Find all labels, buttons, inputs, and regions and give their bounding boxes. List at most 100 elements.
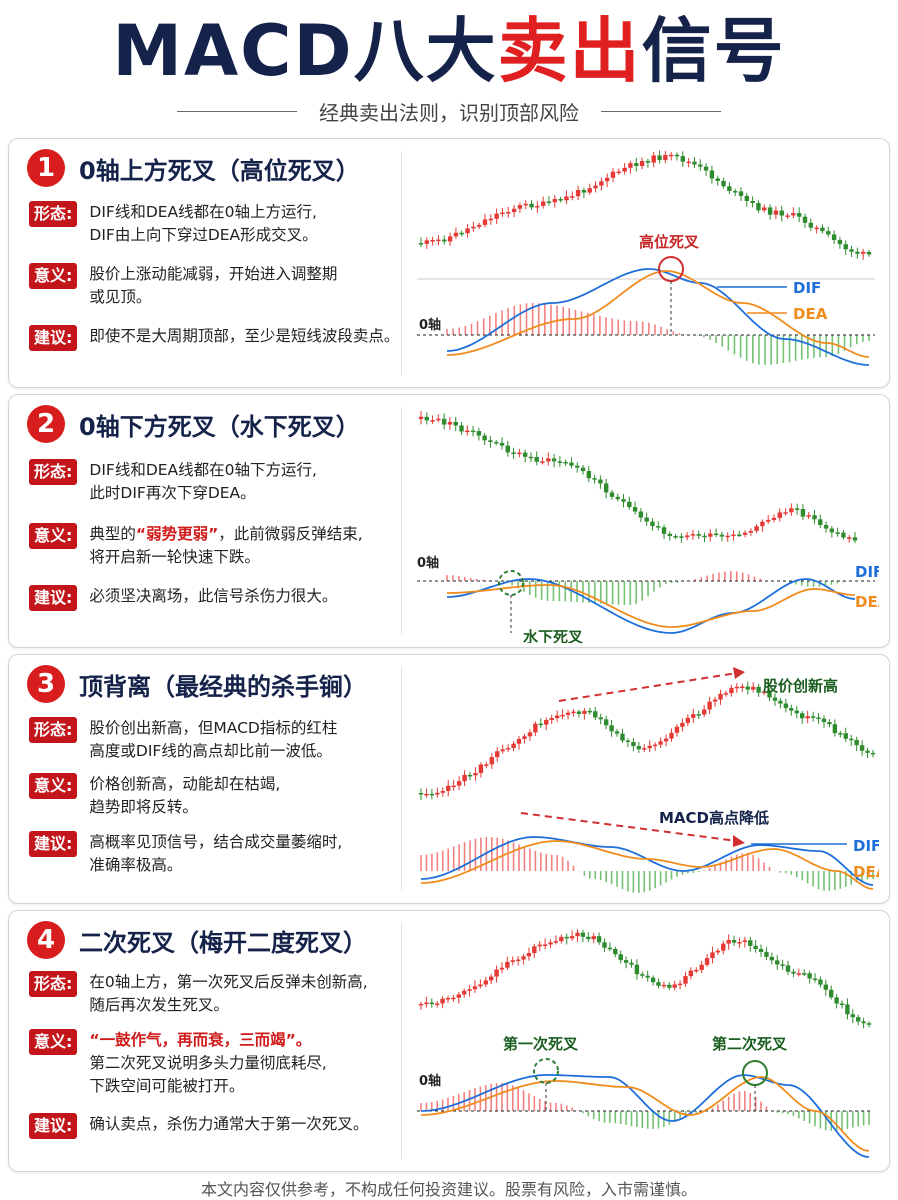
candle-body (445, 997, 451, 1000)
candle-body (515, 959, 521, 962)
candle-body (647, 745, 652, 749)
macd-chart-top-divergence: 股价创新高 MACD高点降低 DIF DEA (418, 667, 879, 893)
candle-body (640, 974, 645, 976)
candle-body (721, 180, 726, 187)
candle-body (657, 155, 662, 161)
candle-body (526, 953, 532, 957)
candle-body (500, 212, 505, 215)
meaning-text: 价格创新高，动能却在枯竭, 趋势即将反转。 (89, 775, 281, 816)
candle-body (854, 739, 859, 746)
candle-body (850, 1014, 856, 1018)
candle-body (542, 944, 548, 946)
candle-body (571, 711, 576, 714)
candle-body (663, 154, 668, 161)
meaning-item: 意义: 价格创新高，动能却在枯竭, 趋势即将反转。 (29, 773, 385, 819)
first-cross-marker (533, 1058, 559, 1084)
candle-body (849, 738, 854, 741)
candle-body (478, 984, 483, 987)
dif-line (420, 1074, 870, 1158)
candle-body (731, 534, 736, 537)
candle-body (761, 691, 767, 694)
meaning-tag: 意义: (29, 523, 78, 549)
candle-body (753, 945, 758, 950)
candle-body (663, 738, 669, 742)
title-part-1: MACD八大 (112, 10, 498, 92)
form-text: DIF线和DEA线都在0轴下方运行, 此时DIF再次下穿DEA。 (89, 461, 317, 502)
candle-body (726, 939, 731, 944)
candle-body (483, 980, 488, 985)
callout-second-cross: 第二次死叉 (712, 1035, 788, 1053)
callout-macd-lower: MACD高点降低 (659, 809, 769, 827)
candle-body (843, 244, 848, 250)
candle-body (634, 964, 640, 975)
candle-body (500, 749, 505, 752)
candle-body (482, 435, 487, 441)
zero-axis-label: 0轴 (419, 1073, 441, 1089)
candle-body (838, 733, 843, 735)
form-tag: 形态: (29, 201, 78, 227)
candle-body (789, 708, 794, 711)
candle-body (523, 203, 528, 206)
candle-body (609, 725, 614, 732)
candle-body (429, 1002, 434, 1005)
candle-body (690, 534, 696, 536)
candle-body (565, 712, 571, 715)
callout-label: 水下死叉 (523, 628, 584, 643)
dea-label: DEA (855, 593, 879, 611)
candle-body (780, 964, 785, 966)
candle-body (473, 773, 478, 776)
candle-body (710, 952, 715, 959)
candle-body (823, 524, 829, 529)
candle-body (816, 717, 821, 719)
subtitle-rule-left (177, 110, 297, 112)
candle-body (762, 207, 767, 211)
candle-body (564, 936, 569, 939)
candle-body (779, 210, 784, 216)
candle-body (677, 983, 683, 986)
candle-body (771, 517, 777, 520)
candle-body (756, 202, 761, 211)
candle-body (860, 251, 866, 254)
card-header: 4 二次死叉（梅开二度死叉） (27, 921, 367, 959)
advice-tag: 建议: (29, 1113, 78, 1139)
candle-body (471, 226, 476, 229)
candle-body (729, 687, 734, 694)
second-cross-marker (742, 1060, 768, 1086)
candle-body (642, 748, 647, 750)
candle-body (667, 533, 673, 537)
form-tag: 形态: (29, 717, 78, 743)
candle-body (652, 744, 658, 747)
candle-body (499, 967, 505, 970)
candle-body (564, 196, 569, 201)
meaning-text-pre: 典型的 (89, 525, 136, 543)
candle-body (818, 979, 823, 985)
candle-body (616, 171, 622, 174)
page-title: MACD八大卖出信号 (0, 8, 898, 94)
candle-body (442, 239, 447, 242)
candle-body (581, 190, 587, 193)
candle-body (528, 456, 534, 459)
candle-body (806, 515, 811, 517)
candle-body (603, 483, 609, 493)
candle-body (849, 249, 854, 252)
candle-body (796, 973, 802, 975)
candle-body (661, 527, 667, 534)
candle-body (805, 716, 810, 719)
candle-body (593, 711, 598, 718)
candle-body (800, 509, 806, 517)
candle-body (712, 699, 718, 702)
candle-body (517, 452, 522, 455)
candle-body (505, 961, 510, 968)
candle-body (506, 212, 511, 214)
candle-body (587, 188, 592, 193)
candle-body (532, 946, 537, 954)
dif-line (446, 268, 870, 366)
candle-body (610, 171, 616, 178)
candle-body (580, 467, 586, 472)
candle-body (831, 234, 837, 241)
candle-body (658, 741, 663, 745)
advice-item: 建议: 确认卖点，杀伤力通常大于第一次死叉。 (29, 1113, 385, 1139)
candle-body (750, 200, 755, 203)
candle-body (777, 512, 782, 518)
callout-price-high: 股价创新高 (763, 677, 838, 695)
